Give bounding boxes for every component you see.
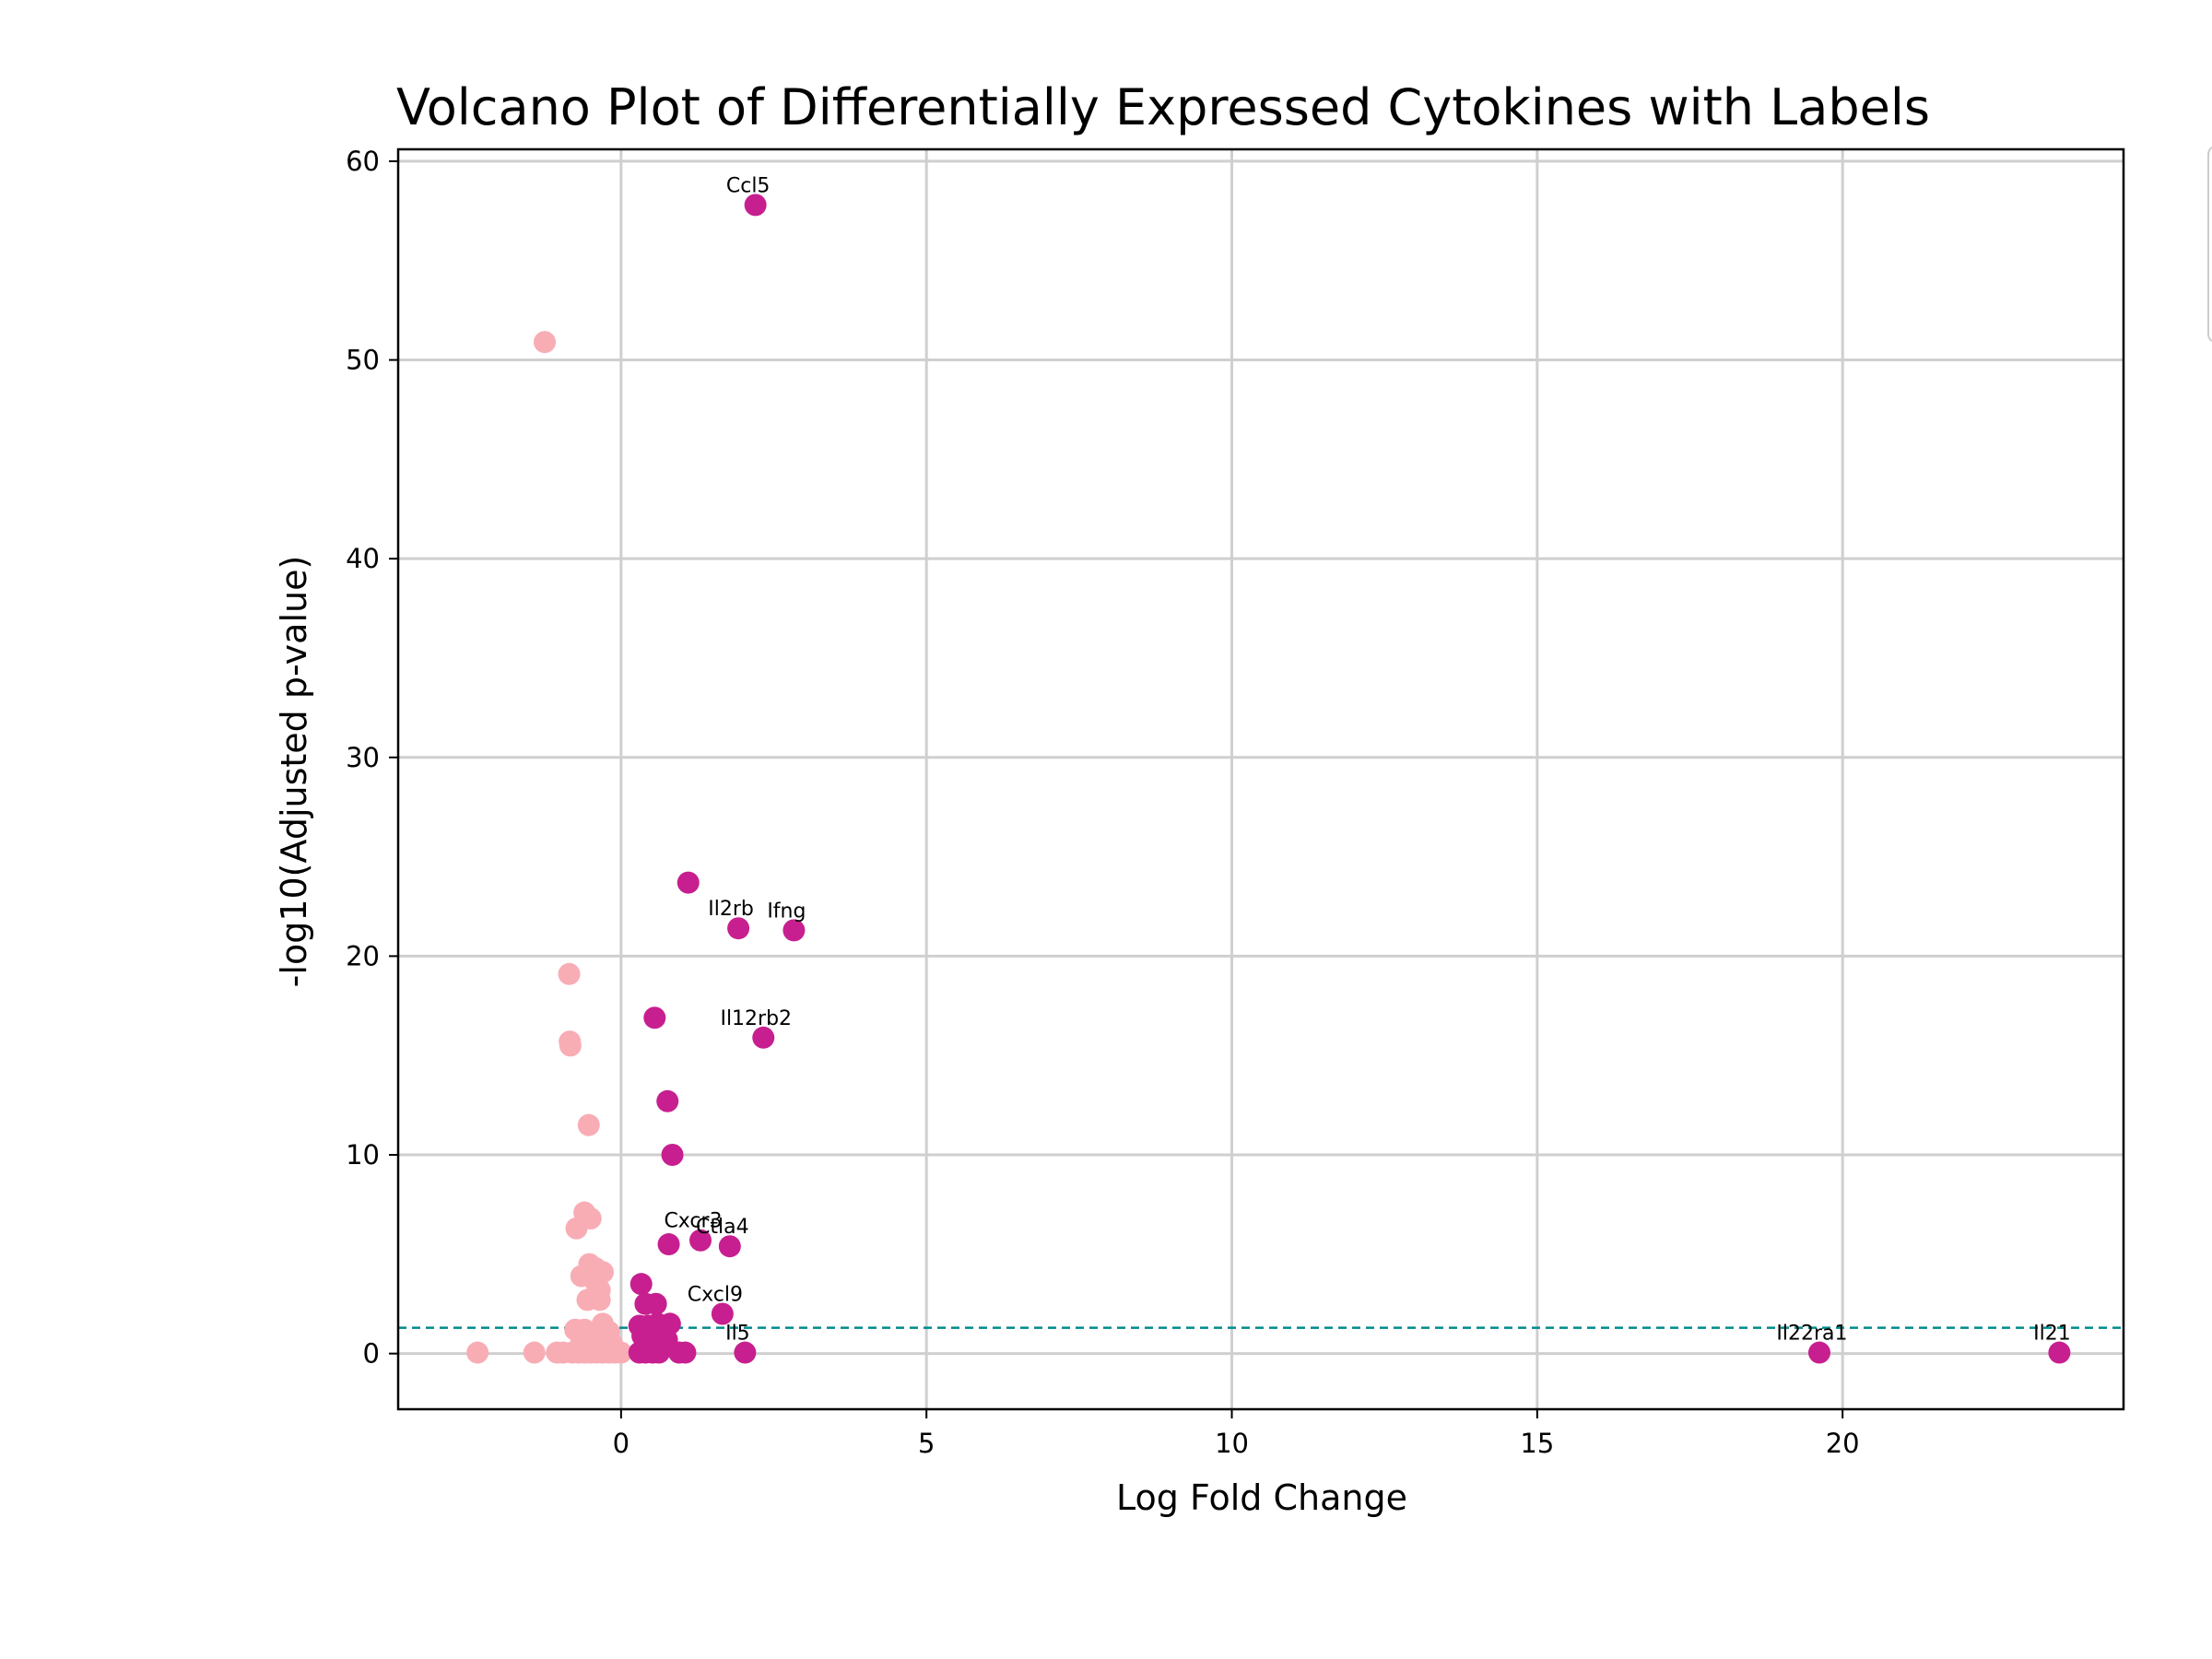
x-tick-label: 5 [918, 1428, 935, 1459]
gene-label: Il12rb2 [720, 1007, 792, 1030]
data-point [782, 919, 806, 942]
x-axis-ticks: 0 5 10 15 20 [613, 1409, 1860, 1459]
gene-label: Il5 [725, 1323, 750, 1346]
data-point [644, 1292, 667, 1315]
data-point [677, 871, 700, 894]
data-point [643, 1006, 666, 1030]
gene-label: Il21 [2033, 1323, 2071, 1346]
x-axis-label: Log Fold Change [1116, 1477, 1407, 1518]
gene-label: Il22ra1 [1776, 1323, 1847, 1346]
y-tick-label: 10 [346, 1139, 380, 1171]
data-point [466, 1341, 489, 1364]
y-tick-label: 60 [346, 146, 380, 177]
data-point [534, 331, 557, 354]
data-point [711, 1302, 734, 1325]
data-point [689, 1229, 712, 1252]
y-tick-label: 30 [346, 742, 380, 773]
gene-label: Cxcl9 [688, 1284, 743, 1307]
gene-label: Il2rb [708, 898, 754, 921]
data-point [559, 1034, 582, 1057]
x-tick-label: 0 [613, 1428, 629, 1459]
data-point [661, 1144, 684, 1167]
data-point [577, 1113, 600, 1136]
data-point [657, 1233, 680, 1256]
data-point [629, 1273, 653, 1296]
y-axis-label: -log10(Adjusted p-value) [274, 556, 314, 988]
y-tick-label: 0 [363, 1338, 380, 1370]
data-point [1807, 1341, 1830, 1364]
y-axis-ticks: 0 10 20 30 40 50 60 [346, 146, 398, 1370]
chart-title: Volcano Plot of Differentially Expressed… [396, 78, 1930, 136]
x-tick-label: 15 [1520, 1428, 1554, 1459]
gene-label: Ccl5 [726, 174, 771, 197]
grid-lines [398, 149, 2124, 1409]
y-tick-label: 40 [346, 543, 380, 574]
data-point [718, 1235, 741, 1258]
data-point [565, 1217, 588, 1240]
data-point [609, 1341, 632, 1364]
gene-label: Ctla4 [696, 1216, 749, 1239]
data-point [647, 1341, 670, 1364]
data-point [752, 1026, 775, 1049]
y-tick-label: 50 [346, 345, 380, 376]
legend-box [2207, 147, 2212, 342]
y-tick-label: 20 [346, 940, 380, 971]
data-points [466, 194, 2071, 1364]
data-point [656, 1089, 679, 1112]
gene-label: Cxcr3 [664, 1210, 722, 1233]
gene-label: Ifng [767, 900, 806, 923]
data-point [674, 1341, 697, 1364]
data-point [523, 1341, 546, 1364]
x-tick-label: 10 [1215, 1428, 1249, 1459]
data-point [734, 1341, 757, 1364]
data-point [558, 962, 581, 985]
data-point [727, 917, 750, 940]
plot-frame [396, 147, 2125, 1411]
data-point [588, 1288, 611, 1312]
data-point [2048, 1341, 2071, 1364]
data-point [744, 194, 767, 217]
x-tick-label: 20 [1826, 1428, 1860, 1459]
